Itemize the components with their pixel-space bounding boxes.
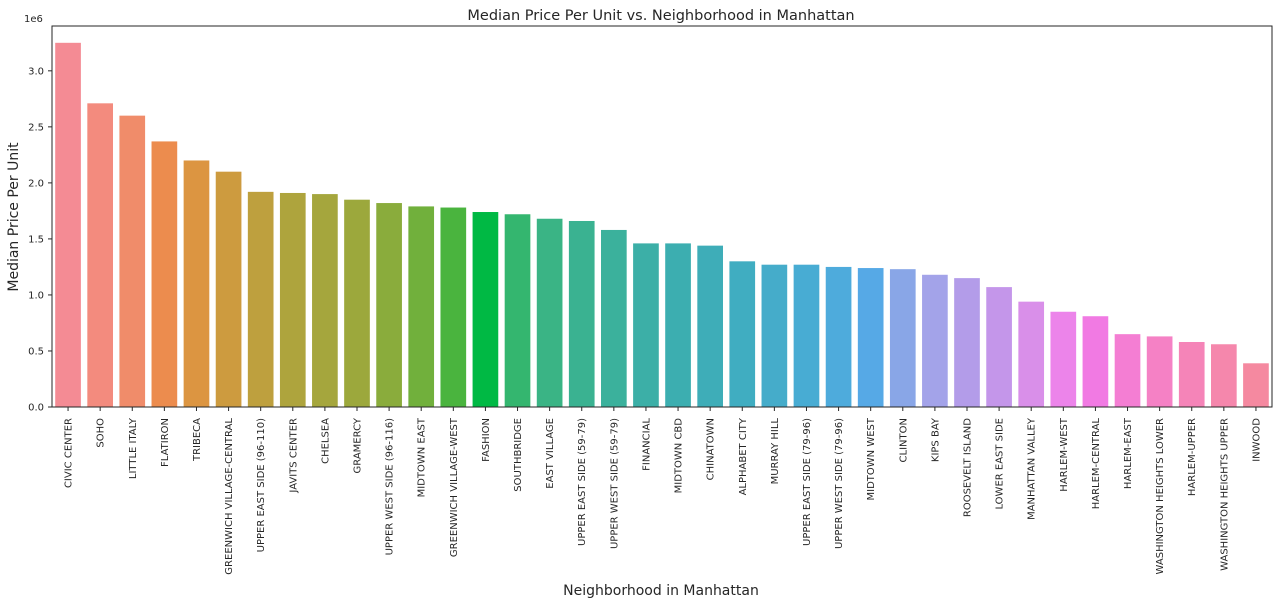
bar	[568, 220, 595, 407]
x-tick-label: CIVIC CENTER	[64, 418, 75, 488]
bar	[215, 171, 242, 407]
x-tick-label: GREENWICH VILLAGE-CENTRAL	[224, 418, 235, 575]
x-tick-label: UPPER WEST SIDE (96-116)	[385, 418, 396, 555]
bar	[408, 206, 435, 407]
bar	[472, 212, 499, 407]
bar	[1146, 336, 1173, 407]
x-tick-label: SOHO	[96, 418, 107, 448]
y-tick-label: 0.5	[28, 346, 44, 357]
x-tick-label: UPPER EAST SIDE (79-96)	[802, 418, 813, 546]
y-tick-label: 0.0	[28, 403, 44, 414]
chart-title: Median Price Per Unit vs. Neighborhood i…	[467, 8, 854, 24]
y-axis-title: Median Price Per Unit	[6, 142, 22, 292]
x-tick-label: SOUTHBRIDGE	[513, 418, 524, 492]
y-offset-label: 1e6	[24, 14, 43, 25]
x-tick-label: UPPER EAST SIDE (96-110)	[256, 418, 267, 552]
y-tick-label: 3.0	[28, 66, 44, 77]
x-tick-label: HARLEM-UPPER	[1187, 418, 1198, 496]
x-tick-label: MIDTOWN CBD	[674, 418, 685, 494]
bar	[183, 160, 210, 407]
bar	[665, 243, 691, 407]
x-tick-label: UPPER WEST SIDE (79-96)	[834, 418, 845, 549]
x-tick-label: MIDTOWN WEST	[866, 417, 877, 500]
x-tick-label: MURRAY HILL	[770, 418, 781, 485]
x-tick-label: GRAMERCY	[353, 417, 364, 473]
bar	[1211, 344, 1237, 407]
x-tick-label: UPPER WEST SIDE (59-79)	[609, 418, 620, 549]
x-tick-label: UPPER EAST SIDE (59-79)	[577, 418, 588, 546]
y-tick-label: 1.0	[28, 290, 44, 301]
x-tick-label: CLINTON	[898, 418, 909, 462]
x-tick-label: LITTLE ITALY	[128, 417, 139, 479]
bars-group	[55, 42, 1269, 408]
x-tick-label: ROOSEVELT ISLAND	[963, 418, 974, 517]
bar	[119, 115, 146, 408]
bar	[601, 229, 627, 407]
x-tick-label: MANHATTAN VALLEY	[1027, 417, 1038, 520]
bar	[279, 192, 306, 407]
x-tick-label: WASHINGTON HEIGHTS UPPER	[1219, 418, 1230, 571]
bar	[729, 261, 756, 407]
bar	[633, 243, 659, 407]
bar	[536, 218, 563, 407]
x-tick-label: INWOOD	[1251, 418, 1262, 462]
bar	[344, 199, 370, 407]
bar	[1050, 311, 1077, 407]
x-tick-label: WASHINGTON HEIGHTS LOWER	[1155, 418, 1166, 574]
bar	[697, 245, 723, 407]
x-tick-label: ALPHABET CITY	[738, 417, 749, 495]
y-tick-label: 2.5	[28, 122, 44, 133]
x-tick-label: FINANCIAL	[641, 418, 652, 471]
y-ticks-group: 0.0 0.5 1.0 1.5 2.0 2.5 3.0	[28, 66, 52, 414]
bar	[376, 203, 402, 407]
x-tick-label: JAVITS CENTER	[288, 418, 299, 494]
x-tick-label: HARLEM-CENTRAL	[1091, 418, 1102, 510]
bar	[857, 268, 884, 407]
bar	[1243, 363, 1269, 407]
bar	[986, 287, 1012, 407]
bar	[1082, 316, 1109, 407]
bar	[151, 141, 178, 408]
x-tick-label: HARLEM-WEST	[1059, 417, 1070, 492]
bar	[954, 278, 980, 407]
bar	[87, 103, 113, 407]
x-tick-label: LOWER EAST SIDE	[995, 418, 1006, 510]
bar	[889, 269, 916, 407]
x-tick-label: FLATIRON	[160, 418, 171, 467]
bar	[504, 214, 531, 407]
bar	[1114, 334, 1141, 407]
bar	[825, 266, 852, 407]
x-tick-label: GREENWICH VILLAGE-WEST	[449, 417, 460, 557]
x-tick-label: EAST VILLAGE	[545, 418, 556, 489]
bar	[440, 207, 467, 407]
y-tick-label: 1.5	[28, 234, 44, 245]
x-ticks-group: CIVIC CENTER SOHO LITTLE ITALY FLATIRON TRIB…	[64, 407, 1262, 575]
y-tick-label: 2.0	[28, 178, 44, 189]
bar	[55, 42, 81, 408]
x-tick-label: MIDTOWN EAST	[417, 417, 428, 497]
x-tick-label: CHINATOWN	[706, 418, 717, 480]
bar	[761, 264, 788, 407]
x-tick-label: FASHION	[481, 418, 492, 462]
bar	[312, 194, 338, 407]
x-tick-label: CHELSEA	[320, 418, 331, 464]
x-tick-label: KIPS BAY	[930, 417, 941, 462]
bar	[1178, 342, 1205, 407]
x-tick-label: HARLEM-EAST	[1123, 417, 1134, 489]
bar	[247, 191, 274, 407]
x-tick-label: TRIBECA	[192, 418, 203, 462]
plot-frame	[51, 25, 1273, 408]
x-axis-title: Neighborhood in Manhattan	[563, 583, 759, 599]
bar	[1018, 301, 1045, 407]
bar	[793, 264, 820, 407]
bar	[922, 274, 948, 407]
